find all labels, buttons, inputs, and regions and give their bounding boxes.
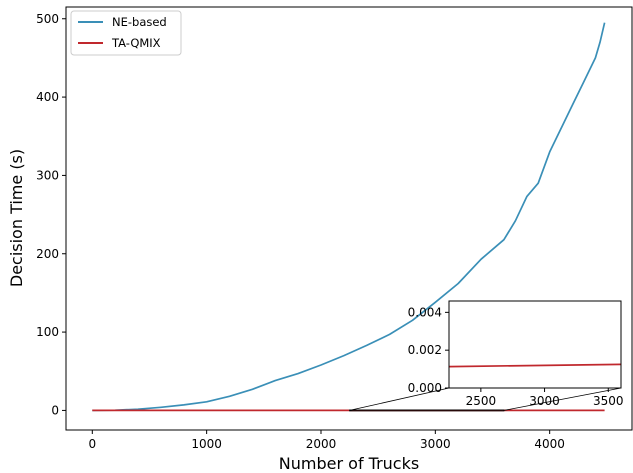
x-tick-label: 1000: [191, 437, 222, 451]
inset-x-tick-label: 2500: [466, 394, 497, 408]
x-tick-label: 3000: [420, 437, 451, 451]
inset-y-tick-label: 0.000: [408, 381, 442, 395]
inset-background: [449, 301, 621, 388]
series-line-ne-based: [92, 22, 606, 412]
y-tick-label: 400: [36, 90, 59, 104]
y-tick-label: 500: [36, 12, 59, 26]
plot-frame: [65, 6, 633, 431]
inset-y-tick-label: 0.002: [408, 343, 442, 357]
inset-frame: [448, 300, 622, 389]
main-series-layer: [92, 22, 606, 412]
zoom-connector-line: [349, 387, 450, 411]
legend: NE-based TA-QMIX: [70, 10, 182, 56]
inset-x-tick-label: 3000: [529, 394, 560, 408]
inset-content: 2500 3000 3500 0.000 0.002 0.004: [408, 305, 624, 408]
y-tick-label: 300: [36, 168, 59, 182]
x-axis-title: Number of Trucks: [279, 454, 419, 473]
inset-x-tick-label: 3500: [593, 394, 624, 408]
inset-series-line: [448, 363, 622, 368]
y-tick-label: 0: [51, 403, 59, 417]
zoom-connector-layer: [349, 387, 622, 412]
y-tick-label: 200: [36, 247, 59, 261]
inset-plot: 2500 3000 3500 0.000 0.002 0.004: [408, 300, 624, 408]
zoom-connector-line: [503, 387, 622, 411]
main-axes-ticks: 0 1000 2000 3000 4000 0 100 200 300 400 500: [36, 12, 565, 451]
x-tick-label: 4000: [534, 437, 565, 451]
inset-y-tick-label: 0.004: [408, 305, 442, 319]
y-tick-label: 100: [36, 325, 59, 339]
legend-label-ne-based: NE-based: [112, 15, 167, 29]
x-tick-label: 2000: [306, 437, 337, 451]
x-tick-label: 0: [88, 437, 96, 451]
y-axis-title: Decision Time (s): [7, 149, 26, 287]
legend-label-ta-qmix: TA-QMIX: [111, 36, 161, 50]
